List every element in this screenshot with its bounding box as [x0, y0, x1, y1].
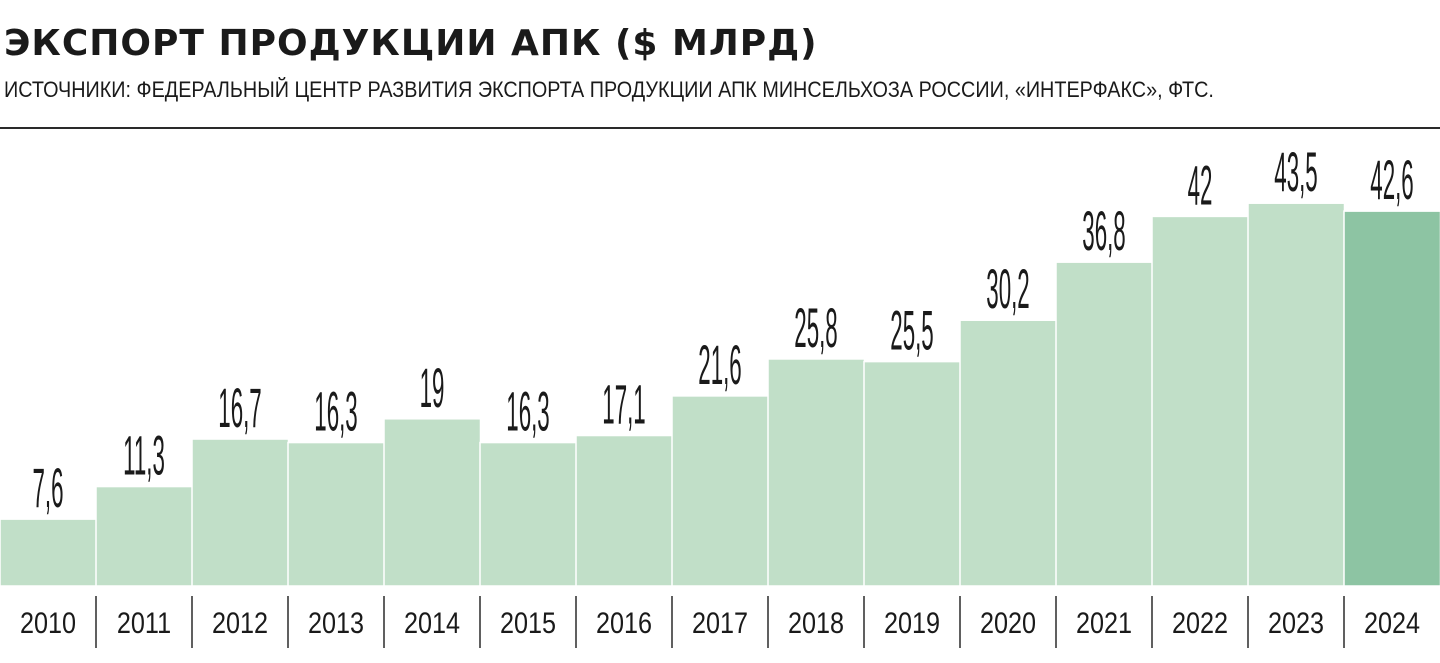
x-tick-label-2021: 2021: [1076, 606, 1132, 639]
value-label-2022: 42: [1188, 156, 1213, 218]
value-label-2020: 30,2: [986, 260, 1029, 322]
value-label-2016: 17,1: [602, 375, 645, 437]
value-label-2019: 25,5: [890, 301, 933, 363]
value-label-2017: 21,6: [698, 335, 741, 397]
value-label-2021: 36,8: [1082, 202, 1125, 264]
x-tick-label-2022: 2022: [1172, 606, 1228, 639]
value-label-2013: 16,3: [314, 382, 357, 444]
x-tick-label-2012: 2012: [212, 606, 268, 639]
value-label-2023: 43,5: [1274, 143, 1317, 205]
x-tick-label-2024: 2024: [1364, 606, 1420, 639]
bar-2013: [287, 441, 386, 587]
bars-layer: [0, 202, 1440, 587]
header-divider: [0, 127, 1440, 129]
x-tick-label-2020: 2020: [980, 606, 1036, 639]
x-tick-label-2015: 2015: [500, 606, 556, 639]
bar-2023: [1247, 202, 1346, 587]
bar-2014: [383, 418, 482, 587]
x-axis: 2010 2011 2012 2013 2014 2015 2016 2017 2018 2019…: [20, 596, 1420, 648]
x-tick-label-2011: 2011: [117, 606, 171, 639]
bar-2019: [863, 360, 962, 587]
x-tick-label-2016: 2016: [596, 606, 652, 639]
bar-2020: [959, 319, 1058, 587]
bar-2024: [1343, 210, 1440, 587]
value-label-2014: 19: [420, 358, 445, 420]
value-label-2012: 16,7: [218, 378, 261, 440]
x-tick-label-2010: 2010: [20, 606, 76, 639]
value-labels-layer: 7,6 11,3 16,7 16,3 19 16,3 17,1 21,6 25,8 25,5 30,…: [32, 143, 1413, 521]
bar-2017: [671, 395, 770, 587]
chart-subtitle: ИСТОЧНИКИ: ФЕДЕРАЛЬНЫЙ ЦЕНТР РАЗВИТИЯ ЭК…: [4, 77, 1214, 102]
bar-2015: [479, 441, 578, 587]
value-label-2010: 7,6: [32, 459, 63, 521]
chart-title: ЭКСПОРТ ПРОДУКЦИИ АПК ($ МЛРД): [4, 23, 818, 64]
x-tick-label-2018: 2018: [788, 606, 844, 639]
value-label-2015: 16,3: [506, 382, 549, 444]
bar-chart: 7,6 11,3 16,7 16,3 19 16,3 17,1 21,6 25,8 25,5 30,…: [0, 143, 1440, 648]
x-tick-label-2014: 2014: [404, 606, 460, 639]
bar-2022: [1151, 215, 1250, 587]
bar-2021: [1055, 261, 1154, 587]
value-label-2011: 11,3: [123, 426, 165, 488]
value-label-2024: 42,6: [1370, 151, 1413, 213]
x-tick-label-2019: 2019: [884, 606, 940, 639]
bar-2011: [95, 485, 194, 587]
bar-2016: [575, 434, 674, 587]
bar-2012: [191, 438, 290, 587]
x-tick-label-2017: 2017: [692, 606, 748, 639]
x-tick-label-2023: 2023: [1268, 606, 1324, 639]
value-label-2018: 25,8: [794, 298, 837, 360]
bar-2018: [767, 358, 866, 587]
x-tick-label-2013: 2013: [308, 606, 364, 639]
bar-2010: [0, 518, 98, 587]
